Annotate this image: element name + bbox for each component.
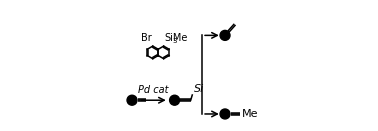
Text: 3: 3	[172, 38, 177, 44]
Text: Br: Br	[141, 34, 152, 43]
Circle shape	[220, 109, 230, 119]
Circle shape	[220, 30, 230, 40]
Circle shape	[127, 95, 137, 105]
Text: Si: Si	[194, 84, 204, 94]
Circle shape	[170, 95, 180, 105]
Text: Me: Me	[242, 109, 258, 119]
Text: SiMe: SiMe	[164, 34, 188, 43]
Text: Pd cat: Pd cat	[138, 85, 169, 95]
